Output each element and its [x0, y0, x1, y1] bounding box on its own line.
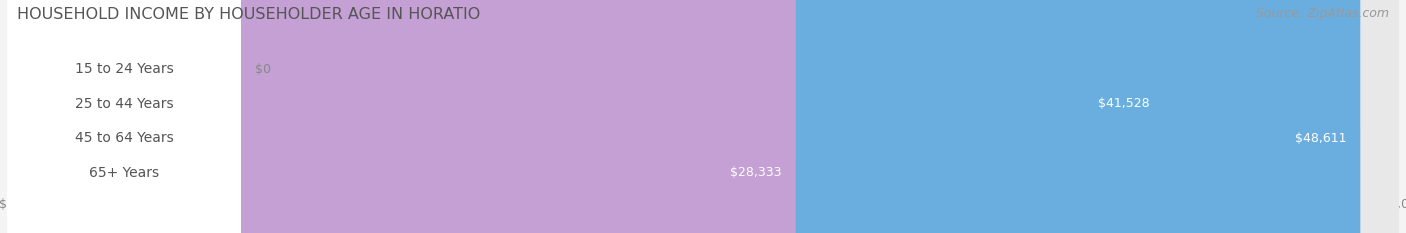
FancyBboxPatch shape [7, 0, 1163, 233]
Text: $28,333: $28,333 [730, 166, 782, 179]
FancyBboxPatch shape [7, 0, 240, 233]
Text: $48,611: $48,611 [1295, 132, 1347, 145]
Text: 25 to 44 Years: 25 to 44 Years [75, 97, 173, 111]
FancyBboxPatch shape [7, 0, 1399, 233]
Text: 45 to 64 Years: 45 to 64 Years [75, 131, 173, 145]
Text: $0: $0 [254, 62, 271, 75]
Text: 65+ Years: 65+ Years [89, 166, 159, 180]
FancyBboxPatch shape [7, 0, 240, 233]
FancyBboxPatch shape [7, 0, 1399, 233]
FancyBboxPatch shape [7, 0, 1399, 233]
Text: Source: ZipAtlas.com: Source: ZipAtlas.com [1256, 7, 1389, 20]
Text: HOUSEHOLD INCOME BY HOUSEHOLDER AGE IN HORATIO: HOUSEHOLD INCOME BY HOUSEHOLDER AGE IN H… [17, 7, 479, 22]
FancyBboxPatch shape [7, 0, 1360, 233]
Text: 15 to 24 Years: 15 to 24 Years [75, 62, 173, 76]
FancyBboxPatch shape [7, 0, 1399, 233]
FancyBboxPatch shape [7, 0, 240, 233]
Text: $41,528: $41,528 [1098, 97, 1149, 110]
FancyBboxPatch shape [7, 0, 796, 233]
FancyBboxPatch shape [7, 0, 240, 233]
